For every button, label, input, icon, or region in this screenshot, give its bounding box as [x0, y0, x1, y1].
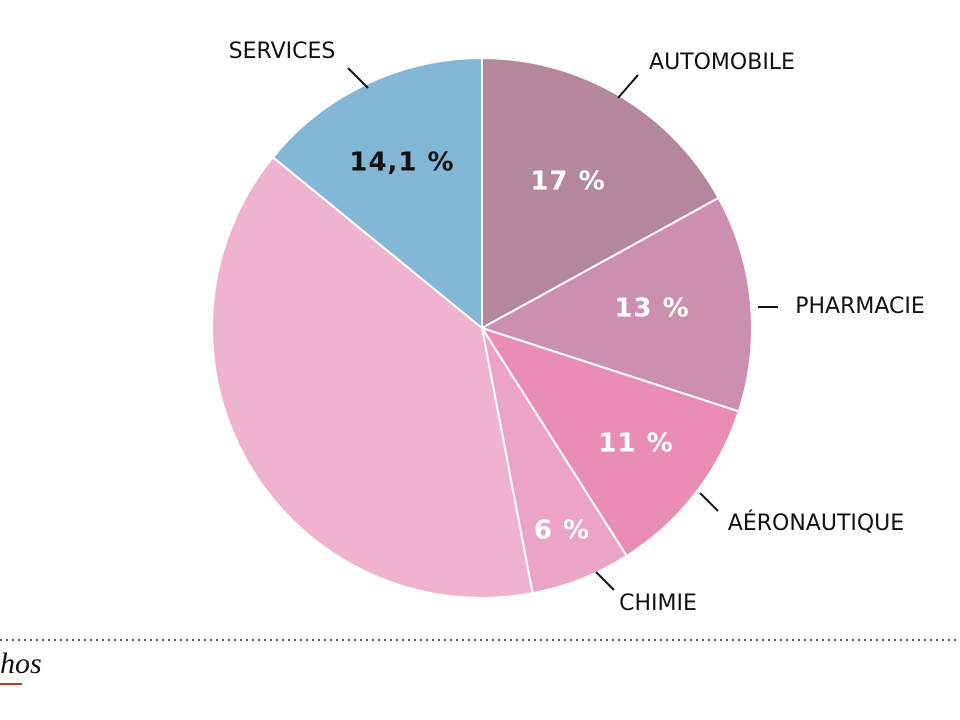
- pie-slice: [479, 196, 753, 413]
- category-label: PHARMACIE: [795, 294, 925, 319]
- category-label: AÉRONAUTIQUE: [728, 510, 904, 536]
- value-label: 13 %: [614, 294, 689, 324]
- source-logo: hos: [0, 647, 42, 680]
- value-label: 14,1 %: [349, 148, 454, 178]
- leader-line: [617, 74, 639, 99]
- category-label: SERVICES: [229, 39, 336, 64]
- leader-line: [595, 571, 615, 591]
- value-label: 11 %: [598, 429, 673, 459]
- category-label: CHIMIE: [619, 591, 697, 616]
- pie-slice: [271, 56, 483, 331]
- value-label: 6 %: [534, 516, 590, 546]
- value-label: 17 %: [530, 167, 605, 197]
- pie-slice: [479, 326, 741, 558]
- leader-line: [699, 492, 719, 512]
- category-label: AUTOMOBILE: [649, 50, 795, 75]
- pie-slice: [211, 155, 534, 599]
- leader-line: [347, 67, 369, 89]
